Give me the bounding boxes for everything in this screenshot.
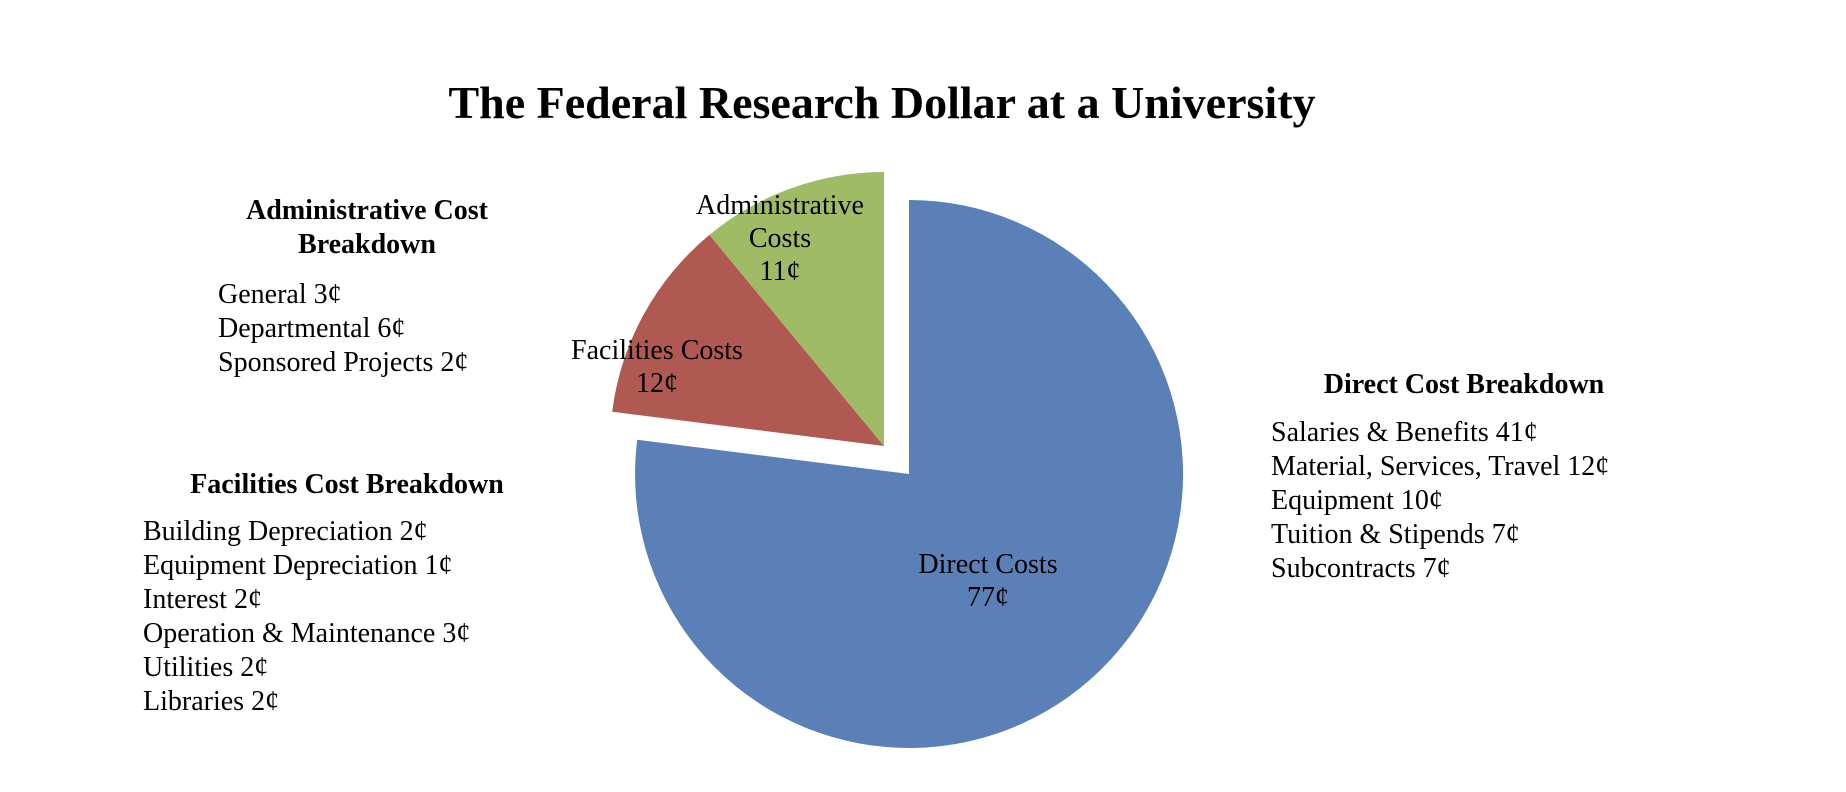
list-item: Material, Services, Travel 12¢ bbox=[1271, 451, 1610, 482]
list-item: Departmental 6¢ bbox=[218, 313, 406, 344]
facilities-breakdown: Facilities Cost Breakdown Building Depre… bbox=[143, 468, 551, 719]
list-item: Tuition & Stipends 7¢ bbox=[1271, 519, 1520, 550]
facilities-breakdown-list: Building Depreciation 2¢ Equipment Depre… bbox=[143, 515, 551, 719]
direct-breakdown-list: Salaries & Benefits 41¢ Material, Servic… bbox=[1271, 416, 1657, 586]
label-administrative-line1: Administrative bbox=[696, 190, 864, 221]
list-item: General 3¢ bbox=[218, 279, 342, 310]
administrative-breakdown-list: General 3¢ Departmental 6¢ Sponsored Pro… bbox=[218, 278, 516, 380]
label-facilities-value: 12¢ bbox=[636, 368, 678, 399]
chart-title: The Federal Research Dollar at a Univers… bbox=[448, 77, 1316, 128]
administrative-breakdown-heading: Administrative Cost Breakdown bbox=[218, 194, 516, 262]
list-item: Equipment 10¢ bbox=[1271, 485, 1443, 516]
list-item: Equipment Depreciation 1¢ bbox=[143, 550, 453, 581]
slice-direct-costs bbox=[635, 200, 1184, 748]
label-administrative-line2: Costs bbox=[748, 223, 812, 254]
list-item: Sponsored Projects 2¢ bbox=[218, 347, 469, 378]
label-administrative-costs: Administrative Costs 11¢ bbox=[680, 189, 880, 288]
heading-line1: Administrative Cost bbox=[246, 195, 488, 226]
list-item: Building Depreciation 2¢ bbox=[143, 516, 428, 547]
direct-breakdown: Direct Cost Breakdown Salaries & Benefit… bbox=[1271, 368, 1657, 586]
list-item: Libraries 2¢ bbox=[143, 686, 280, 717]
label-direct-value: 77¢ bbox=[967, 582, 1009, 613]
list-item: Subcontracts 7¢ bbox=[1271, 553, 1451, 584]
label-facilities-line1: Facilities Costs bbox=[571, 335, 743, 366]
heading-line2: Breakdown bbox=[298, 229, 436, 260]
list-item: Salaries & Benefits 41¢ bbox=[1271, 417, 1538, 448]
label-facilities-costs: Facilities Costs 12¢ bbox=[547, 334, 767, 400]
list-item: Operation & Maintenance 3¢ bbox=[143, 618, 471, 649]
slice-facilities-costs bbox=[612, 234, 884, 446]
label-direct-line1: Direct Costs bbox=[918, 549, 1058, 580]
facilities-breakdown-heading: Facilities Cost Breakdown bbox=[190, 469, 504, 500]
list-item: Interest 2¢ bbox=[143, 584, 262, 615]
label-administrative-value: 11¢ bbox=[759, 256, 801, 287]
label-direct-costs: Direct Costs 77¢ bbox=[888, 548, 1088, 614]
direct-breakdown-heading: Direct Cost Breakdown bbox=[1323, 369, 1605, 400]
list-item: Utilities 2¢ bbox=[143, 652, 269, 683]
administrative-breakdown: Administrative Cost Breakdown General 3¢… bbox=[218, 194, 516, 380]
slice-administrative-costs bbox=[709, 172, 884, 446]
